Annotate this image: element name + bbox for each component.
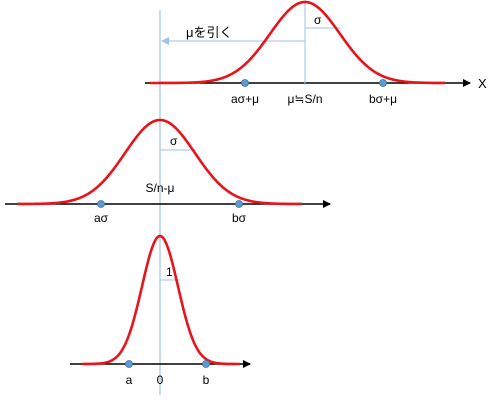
bottom-point-a — [125, 360, 133, 368]
middle-point-b — [235, 200, 243, 208]
bottom-tick-b: b — [203, 373, 210, 387]
bottom-tick-zero: 0 — [157, 373, 164, 387]
top-normal-curve — [149, 0, 445, 85]
top-point-a — [241, 79, 249, 87]
middle-panel: σ S/n-μ aσ bσ — [5, 118, 331, 225]
top-panel: X σ μを引く aσ+μ μ≒S/n bσ+μ — [145, 0, 487, 106]
middle-tick-a: aσ — [94, 211, 109, 225]
middle-sigma-label: σ — [170, 134, 178, 148]
top-sigma-label: σ — [314, 13, 322, 27]
middle-axis-title: S/n-μ — [146, 181, 175, 195]
shift-label: μを引く — [186, 25, 233, 40]
top-tick-a: aσ+μ — [231, 92, 259, 106]
bottom-normal-curve — [82, 234, 240, 366]
bottom-panel: 1 a 0 b — [70, 234, 251, 387]
top-tick-b: bσ+μ — [369, 92, 397, 106]
top-tick-mean: μ≒S/n — [288, 92, 323, 106]
middle-tick-b: bσ — [232, 211, 247, 225]
top-point-b — [379, 79, 387, 87]
middle-normal-curve — [17, 118, 303, 206]
bottom-unit-label: 1 — [166, 265, 173, 279]
bottom-tick-a: a — [126, 373, 133, 387]
top-axis-end-label: X — [478, 76, 487, 91]
middle-point-a — [97, 200, 105, 208]
bottom-point-b — [202, 360, 210, 368]
